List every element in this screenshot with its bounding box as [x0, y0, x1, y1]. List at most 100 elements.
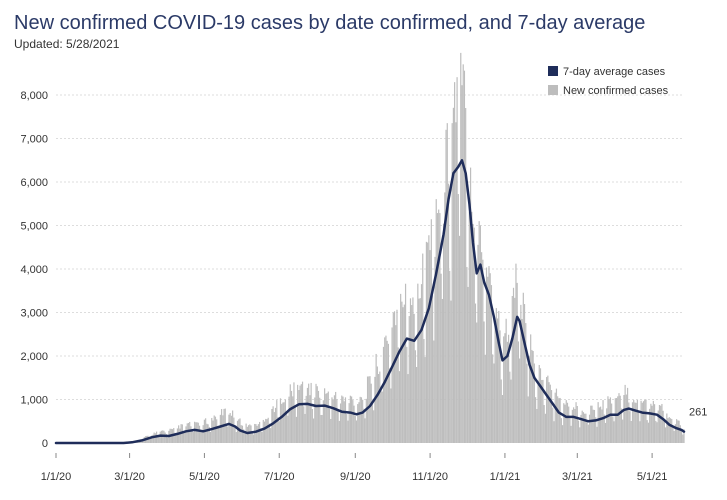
daily-case-bar [473, 227, 475, 443]
daily-case-bar [341, 395, 343, 443]
daily-case-bar [543, 405, 545, 443]
daily-case-bar [522, 292, 524, 443]
daily-case-bar [646, 420, 648, 443]
daily-case-bar [560, 418, 562, 443]
daily-case-bar [374, 376, 376, 443]
daily-case-bar [362, 399, 364, 443]
x-axis: 1/1/20 3/1/20 5/1/20 7/1/20 9/1/20 11/1/20 1/1… [41, 453, 667, 483]
daily-case-bar [148, 438, 150, 443]
daily-case-bar [196, 422, 198, 443]
daily-case-bar [192, 432, 194, 443]
daily-case-bar [274, 407, 277, 443]
daily-case-bar [527, 396, 529, 443]
daily-case-bar [577, 420, 580, 443]
daily-case-bar [436, 213, 439, 443]
daily-case-bar [283, 402, 285, 443]
daily-case-bar [467, 286, 469, 443]
x-tick-label: 11/1/20 [412, 471, 448, 483]
daily-case-bar [658, 405, 661, 443]
daily-case-bar [243, 429, 245, 443]
daily-case-bar [566, 402, 569, 443]
daily-case-bar [682, 434, 684, 443]
daily-case-bar [568, 406, 570, 443]
daily-case-bar [440, 273, 442, 443]
x-tick-label: 3/1/21 [562, 471, 593, 483]
daily-case-bar [595, 417, 597, 443]
daily-case-bar [151, 435, 153, 443]
daily-case-bar [309, 395, 311, 443]
daily-case-bar [254, 423, 256, 443]
daily-case-bar [158, 436, 160, 443]
daily-case-bar [285, 410, 288, 443]
daily-case-bar [244, 433, 246, 443]
daily-case-bar [482, 259, 484, 443]
daily-case-bar [294, 405, 296, 443]
daily-case-bar [198, 425, 201, 443]
daily-case-bar [406, 346, 408, 443]
daily-case-bar [483, 321, 485, 443]
daily-case-bar [209, 431, 212, 443]
x-tick-label: 7/1/20 [264, 471, 295, 483]
daily-case-bar [332, 399, 334, 443]
daily-case-bar [499, 330, 501, 443]
daily-case-bar [652, 400, 654, 443]
daily-case-bar [563, 403, 565, 443]
daily-case-bar [539, 368, 542, 443]
daily-case-bar [360, 397, 363, 443]
daily-case-bar [326, 393, 328, 443]
daily-case-bar [657, 410, 659, 443]
y-tick-label: 7,000 [20, 134, 48, 146]
daily-case-bar [417, 283, 419, 443]
daily-case-bar [321, 414, 323, 443]
daily-case-bar [667, 418, 669, 443]
daily-case-bar [655, 420, 657, 443]
daily-case-bar [638, 411, 640, 443]
daily-case-bar [485, 267, 488, 443]
daily-case-bar [425, 241, 428, 443]
daily-case-bar [381, 391, 383, 443]
daily-case-bar [297, 384, 299, 443]
daily-case-bar [570, 425, 572, 443]
daily-case-bar [635, 402, 637, 443]
daily-case-bar [528, 356, 531, 443]
daily-case-bar [444, 192, 446, 443]
daily-case-bar [377, 374, 380, 443]
daily-case-bar [240, 425, 242, 443]
daily-case-bar [201, 431, 203, 443]
daily-case-bar [255, 424, 257, 443]
daily-case-bar [207, 424, 209, 443]
daily-case-bar [273, 412, 275, 443]
daily-case-bar [636, 400, 638, 443]
daily-case-bar [174, 432, 176, 443]
daily-case-bar [418, 298, 420, 443]
daily-case-bar [353, 405, 355, 443]
daily-case-bar [304, 413, 306, 443]
daily-case-bar [665, 427, 667, 443]
daily-case-bar [544, 413, 546, 443]
daily-case-bar [268, 423, 271, 443]
daily-case-bar [496, 318, 499, 443]
daily-case-bar [514, 297, 516, 443]
daily-case-bar [619, 395, 621, 443]
legend-swatch-new-cases [548, 85, 558, 95]
daily-case-bar [609, 397, 612, 443]
daily-case-bar [327, 391, 329, 443]
x-tick-label: 1/1/20 [41, 471, 72, 483]
daily-case-bar [629, 411, 631, 443]
daily-case-bar [305, 395, 307, 443]
daily-case-bar [489, 273, 491, 443]
daily-case-bar [236, 420, 239, 443]
daily-case-bar [517, 341, 520, 443]
daily-case-bar [571, 409, 573, 443]
daily-case-bar [407, 374, 409, 443]
daily-case-bar [430, 219, 432, 443]
daily-case-bar [500, 379, 502, 443]
daily-case-bar [284, 399, 286, 443]
daily-case-bar [553, 421, 555, 443]
daily-case-bar [189, 421, 191, 443]
daily-case-bar [316, 386, 318, 443]
y-tick-label: 3,000 [20, 308, 48, 320]
daily-case-bar [391, 327, 393, 443]
daily-case-bar [547, 375, 549, 443]
daily-case-bar [349, 395, 351, 443]
